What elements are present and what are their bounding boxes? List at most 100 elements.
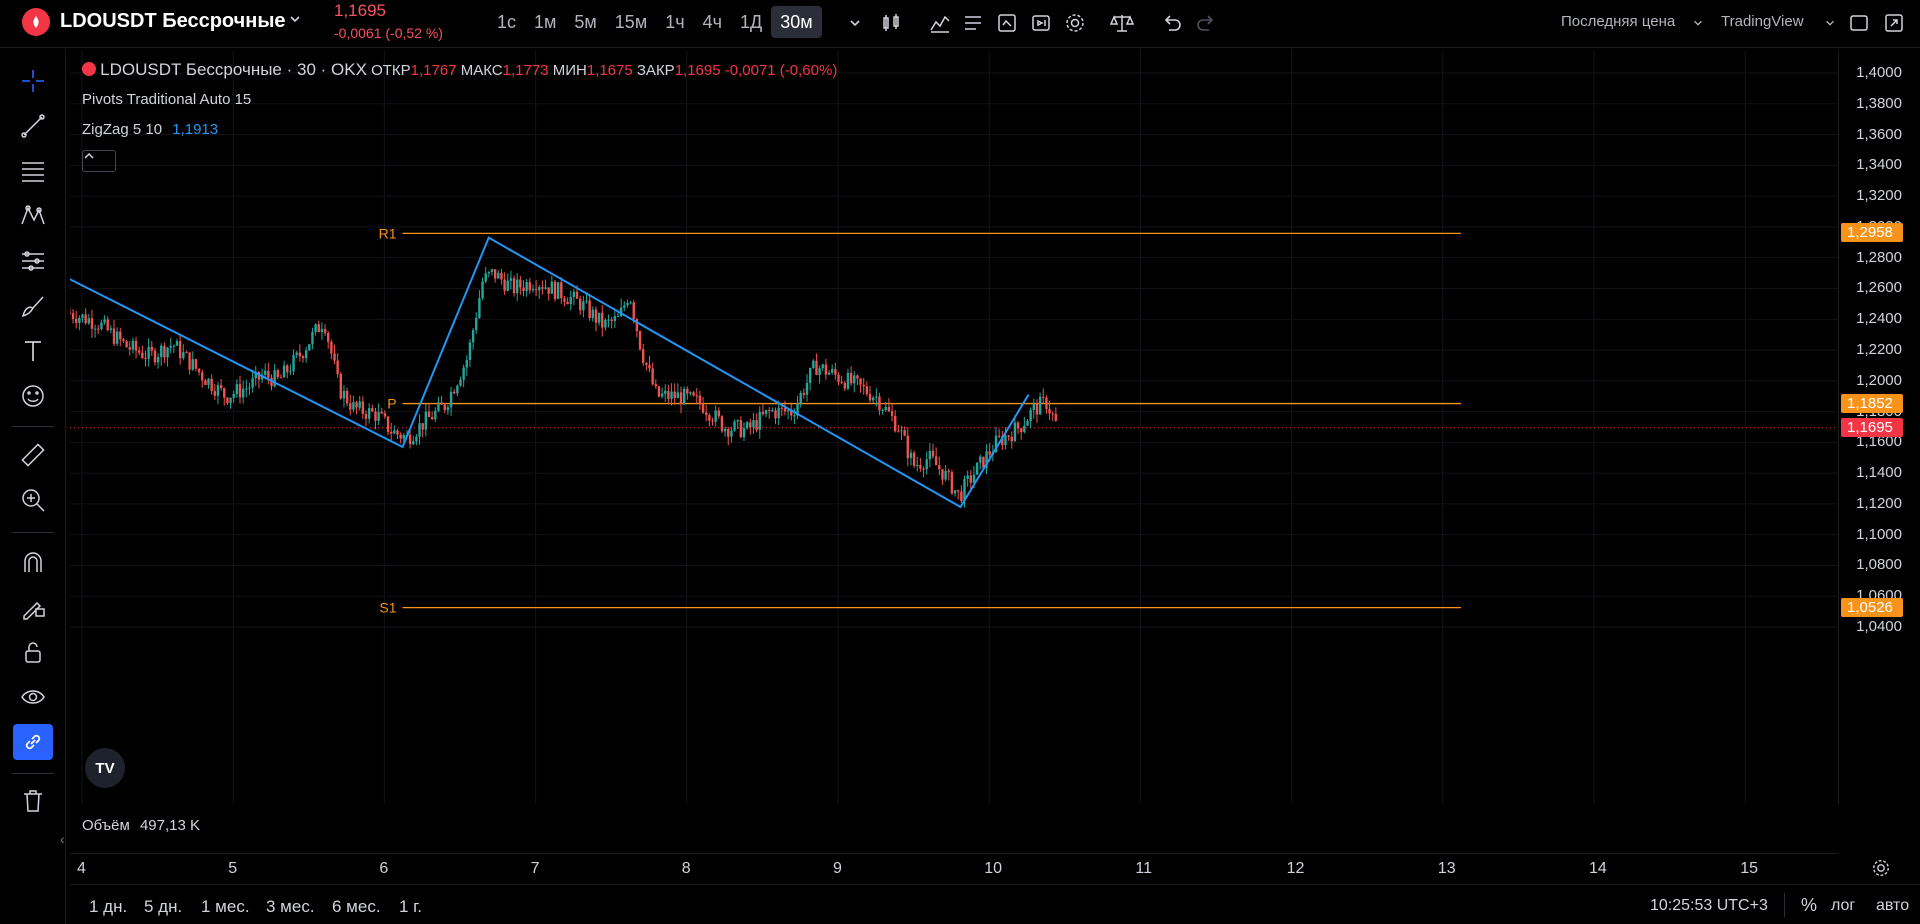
legend-low: 1,1675 — [586, 62, 633, 79]
candle-body — [550, 281, 554, 294]
redo-icon[interactable] — [1192, 9, 1220, 37]
emoji-icon[interactable] — [13, 378, 53, 414]
alert-icon[interactable] — [993, 9, 1021, 37]
clock[interactable]: 10:25:53 UTC+3 — [1650, 897, 1768, 914]
percent-toggle[interactable]: % — [1801, 895, 1818, 915]
interval-1s[interactable]: 1с — [497, 12, 517, 32]
interval-menu-chevron-icon[interactable] — [841, 9, 869, 37]
time-tick: 4 — [77, 860, 86, 877]
candle-body — [355, 402, 358, 408]
candle-body — [1007, 435, 1010, 437]
chart-pane[interactable]: R1 P S1 LDOUSDT Бессрочные · 30 · OKX ОТКР… — [70, 50, 1838, 834]
time-scale[interactable]: 4 5 6 7 8 9 10 11 12 13 14 15 — [70, 853, 1838, 883]
gear-icon[interactable] — [1868, 855, 1894, 881]
interval-4h[interactable]: 4ч — [702, 12, 722, 32]
candle-body — [456, 385, 459, 394]
chevron-down-icon[interactable] — [288, 12, 302, 31]
candle-body — [93, 328, 97, 330]
chevron-down-icon[interactable] — [1684, 9, 1712, 37]
price-scale[interactable]: 1,40001,38001,36001,34001,32001,30001,28… — [1838, 50, 1920, 804]
interval-1h[interactable]: 1ч — [665, 12, 685, 32]
time-tick: 7 — [530, 860, 540, 877]
interval-30m[interactable]: 30м — [771, 6, 822, 38]
symbol-logo-icon[interactable] — [22, 8, 50, 36]
price-tick: 1,3400 — [1856, 156, 1902, 174]
candle-body — [708, 415, 711, 421]
symbol-name[interactable]: LDOUSDT Бессрочные — [60, 10, 286, 32]
link-icon[interactable] — [13, 724, 53, 760]
gear-icon[interactable] — [1061, 9, 1089, 37]
range-1m[interactable]: 1 мес. — [201, 897, 250, 916]
range-3m[interactable]: 3 мес. — [266, 897, 315, 916]
forecast-icon[interactable] — [13, 243, 53, 279]
range-6m[interactable]: 6 мес. — [332, 897, 381, 916]
tradingview-logo-icon[interactable]: TV — [85, 748, 125, 788]
log-toggle[interactable]: лог — [1831, 897, 1856, 914]
price-chart[interactable]: R1 P S1 — [70, 50, 1838, 804]
candle-body — [878, 396, 881, 411]
range-1d[interactable]: 1 дн. — [89, 897, 128, 916]
candle-body — [471, 330, 475, 343]
volume-value: 497,13 K — [139, 817, 201, 834]
brand-menu[interactable]: TradingView — [1721, 13, 1804, 30]
text-icon[interactable] — [13, 333, 53, 369]
candle-body — [509, 278, 513, 281]
candle-body — [468, 342, 472, 361]
pattern-icon[interactable] — [13, 198, 53, 234]
range-1y[interactable]: 1 г. — [399, 897, 423, 916]
magnet-icon[interactable] — [13, 544, 53, 580]
candle-body — [339, 373, 343, 399]
time-tick: 11 — [1135, 860, 1152, 877]
candle-body — [380, 411, 383, 414]
brush-icon[interactable] — [13, 288, 53, 324]
crosshair-icon[interactable] — [13, 63, 53, 99]
compare-scales-icon[interactable] — [1108, 9, 1136, 37]
templates-icon[interactable] — [959, 9, 987, 37]
lock-drawing-icon[interactable] — [13, 589, 53, 625]
candle-body — [273, 370, 276, 387]
candle-body — [834, 369, 837, 375]
trash-icon[interactable] — [13, 783, 53, 819]
legend-high-label: МАКС — [460, 62, 503, 79]
unlock-icon[interactable] — [13, 634, 53, 670]
candle-body — [506, 280, 509, 291]
last-price: 1,1695 — [334, 1, 386, 20]
interval-1d[interactable]: 1Д — [739, 12, 763, 32]
candle-body — [226, 397, 229, 404]
chevron-down-icon[interactable] — [1816, 9, 1844, 37]
candle-body — [122, 339, 125, 341]
candle-body — [210, 378, 213, 392]
eye-icon[interactable] — [13, 679, 53, 715]
interval-1m[interactable]: 1м — [534, 12, 557, 32]
candle-body — [235, 384, 239, 395]
price-type-dropdown[interactable]: Последняя цена — [1561, 13, 1676, 30]
trend-line-icon[interactable] — [13, 108, 53, 144]
layout-icon[interactable] — [1845, 9, 1873, 37]
fib-retracement-icon[interactable] — [13, 153, 53, 189]
auto-toggle[interactable]: авто — [1876, 897, 1910, 914]
candle-body — [364, 413, 368, 419]
collapse-legend-button[interactable] — [82, 150, 116, 172]
candle-body — [490, 269, 494, 273]
indicators-icon[interactable] — [926, 9, 954, 37]
candle-body — [623, 305, 626, 308]
indicator-zigzag[interactable]: ZigZag 5 10 1,1913 — [82, 121, 218, 138]
zoom-icon[interactable] — [13, 482, 53, 518]
candle-body — [966, 475, 969, 479]
candle-body — [304, 350, 308, 359]
interval-15m[interactable]: 15м — [614, 12, 648, 32]
fullscreen-icon[interactable] — [1880, 9, 1908, 37]
replay-icon[interactable] — [1027, 9, 1055, 37]
indicator-pivots[interactable]: Pivots Traditional Auto 15 — [82, 91, 251, 108]
collapse-left-toolbar-icon[interactable]: ‹ — [60, 831, 65, 847]
undo-icon[interactable] — [1158, 9, 1186, 37]
interval-5m[interactable]: 5м — [574, 12, 597, 32]
candles-icon[interactable] — [877, 9, 905, 37]
candle-body — [711, 420, 714, 422]
candle-body — [547, 287, 550, 294]
ruler-icon[interactable] — [13, 437, 53, 473]
range-5d[interactable]: 5 дн. — [144, 897, 183, 916]
candle-body — [938, 465, 941, 470]
price-tick: 1,1000 — [1856, 525, 1902, 543]
time-tick: 15 — [1740, 860, 1758, 877]
